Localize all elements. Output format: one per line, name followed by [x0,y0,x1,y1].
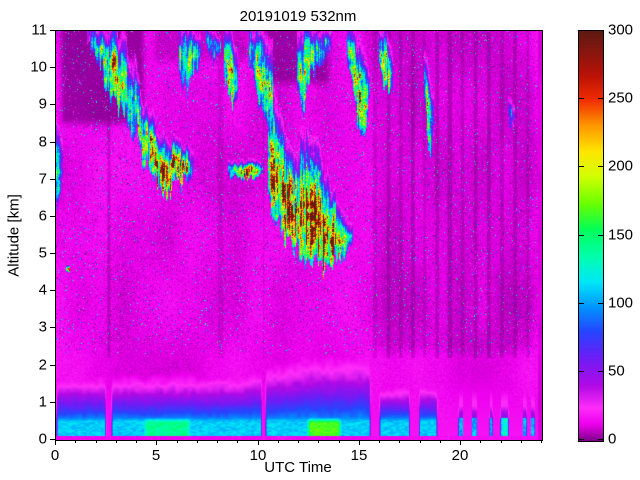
y-tick-label: 10 [30,58,47,76]
x-axis-label: UTC Time [264,459,332,476]
y-tick-label: 11 [31,21,47,39]
colorbar-tick-label: 300 [608,21,634,39]
y-tick-label: 7 [38,170,47,188]
y-tick-label: 0 [38,430,47,448]
y-tick-label: 8 [38,133,47,151]
y-tick-label: 6 [38,207,47,225]
colorbar-tick-label: 150 [608,226,634,244]
chart-title: 20191019 532nm [239,8,357,25]
colorbar-tick-label: 250 [608,89,634,107]
y-tick-label: 2 [38,356,47,374]
y-tick-label: 9 [38,95,47,113]
y-tick-label: 5 [38,244,47,262]
colorbar [578,30,604,442]
y-tick-label: 1 [38,393,47,411]
plot-area [55,30,543,441]
y-tick-label: 3 [38,318,47,336]
heatmap-canvas [56,31,542,440]
y-tick-label: 4 [38,281,47,299]
colorbar-tick-label: 0 [608,430,617,448]
colorbar-tick-label: 200 [608,157,634,175]
colorbar-tick-label: 50 [608,362,625,380]
colorbar-canvas [579,31,603,441]
y-axis-label: Altitude [km] [5,194,23,277]
colorbar-tick-label: 100 [608,294,634,312]
